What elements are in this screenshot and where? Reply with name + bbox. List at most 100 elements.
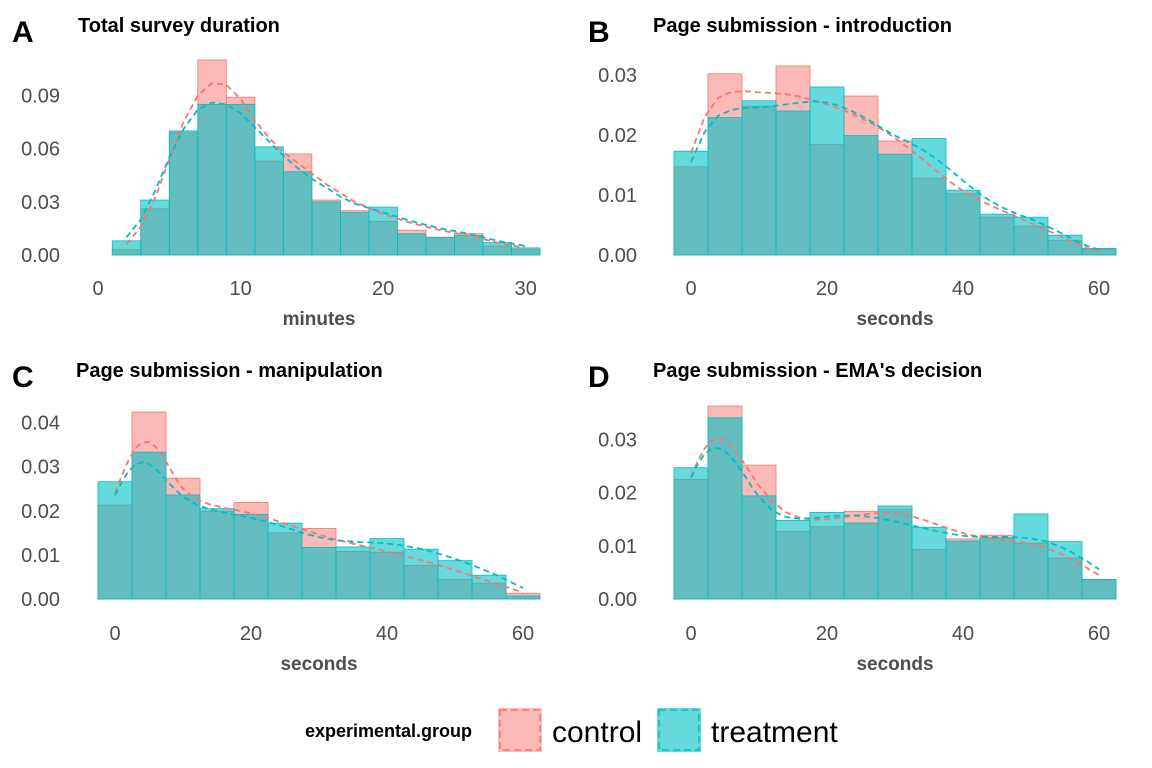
bars-treatment bbox=[673, 86, 1117, 256]
y-tick-label: 0.03 bbox=[598, 430, 637, 452]
density-line-treatment bbox=[114, 461, 524, 589]
x-axis-title: seconds bbox=[856, 309, 933, 330]
legend-key-control-outline bbox=[499, 709, 541, 751]
bar-treatment bbox=[911, 526, 947, 600]
bar-treatment bbox=[707, 417, 743, 600]
bar-treatment bbox=[911, 138, 947, 256]
bar-treatment bbox=[877, 505, 913, 600]
legend-title: experimental.group bbox=[305, 721, 472, 741]
bar-treatment bbox=[1081, 578, 1117, 600]
legend-item-treatment: treatment bbox=[657, 708, 838, 752]
x-tick-label: 40 bbox=[952, 278, 974, 300]
bar-treatment bbox=[225, 103, 256, 256]
y-tick-label: 0.00 bbox=[598, 589, 637, 611]
bar-treatment bbox=[741, 100, 777, 256]
bar-treatment bbox=[471, 574, 507, 600]
y-tick-label: 0.02 bbox=[598, 483, 637, 505]
y-tick-label: 0.00 bbox=[21, 245, 60, 267]
bar-treatment bbox=[809, 86, 845, 256]
bar-treatment bbox=[311, 201, 341, 256]
panel-letter: D bbox=[588, 361, 610, 394]
bar-treatment bbox=[425, 236, 455, 256]
bar-treatment bbox=[1047, 234, 1083, 256]
x-tick-label: 0 bbox=[109, 623, 120, 645]
bar-treatment bbox=[165, 494, 201, 600]
x-tick-label: 0 bbox=[92, 278, 103, 300]
bar-treatment bbox=[511, 247, 541, 256]
y-tick-label: 0.02 bbox=[598, 125, 637, 147]
legend: experimental.group control treatment bbox=[305, 708, 838, 752]
bar-treatment bbox=[168, 130, 199, 256]
x-tick-label: 60 bbox=[1088, 278, 1110, 300]
bar-treatment bbox=[979, 213, 1015, 256]
bar-treatment bbox=[335, 546, 371, 600]
y-tick-label: 0.09 bbox=[21, 85, 60, 107]
bar-treatment bbox=[1013, 513, 1049, 600]
bar-treatment bbox=[843, 522, 879, 600]
bars-treatment bbox=[111, 103, 541, 256]
legend-key-control bbox=[498, 708, 542, 752]
panel-c: C Page submission - manipulation 0.00 0.01 0… bbox=[12, 360, 541, 675]
bar-treatment bbox=[877, 153, 913, 256]
y-tick-label: 0.02 bbox=[21, 501, 60, 523]
bar-treatment bbox=[339, 212, 370, 256]
y-tick-label: 0.04 bbox=[21, 413, 60, 435]
x-tick-label: 40 bbox=[952, 623, 974, 645]
bar-treatment bbox=[945, 189, 981, 256]
bar-treatment bbox=[843, 135, 879, 256]
x-tick-label: 0 bbox=[685, 623, 696, 645]
x-tick-label: 0 bbox=[685, 278, 696, 300]
x-tick-label: 10 bbox=[229, 278, 251, 300]
panels: A Total survey duration 0.00 0.03 0.06 0.09 0 1… bbox=[12, 15, 1117, 675]
y-tick-label: 0.00 bbox=[21, 589, 60, 611]
bar-treatment bbox=[254, 146, 284, 256]
panel-title: Page submission - manipulation bbox=[76, 360, 383, 382]
bar-treatment bbox=[1081, 247, 1117, 256]
y-tick-label: 0.06 bbox=[21, 139, 60, 161]
panel-letter: B bbox=[588, 16, 610, 49]
panel-b: B Page submission - introduction 0.00 0.01 0… bbox=[588, 15, 1117, 330]
density-line-treatment bbox=[690, 100, 1100, 251]
y-tick-label: 0.00 bbox=[598, 245, 637, 267]
x-tick-label: 30 bbox=[515, 278, 537, 300]
bar-treatment bbox=[131, 451, 167, 600]
panel-title: Page submission - introduction bbox=[653, 15, 952, 37]
bar-treatment bbox=[233, 513, 269, 600]
legend-label-treatment: treatment bbox=[711, 716, 838, 749]
x-tick-label: 60 bbox=[1088, 623, 1110, 645]
x-tick-label: 60 bbox=[512, 623, 534, 645]
bar-treatment bbox=[673, 150, 709, 256]
density-line-control bbox=[114, 441, 524, 594]
legend-item-control: control bbox=[498, 708, 642, 752]
y-tick-label: 0.01 bbox=[598, 536, 637, 558]
legend-label-control: control bbox=[552, 716, 642, 749]
panel-title: Page submission - EMA's decision bbox=[653, 360, 982, 382]
panel-title: Total survey duration bbox=[78, 15, 280, 37]
y-tick-label: 0.03 bbox=[21, 192, 60, 214]
bar-treatment bbox=[282, 171, 313, 256]
bar-treatment bbox=[97, 481, 133, 600]
panel-letter: A bbox=[12, 16, 34, 49]
bar-treatment bbox=[505, 595, 541, 600]
density-line-control bbox=[690, 90, 1100, 253]
density-line-control bbox=[125, 82, 526, 249]
legend-key-treatment-outline bbox=[658, 709, 700, 751]
x-tick-label: 20 bbox=[372, 278, 394, 300]
density-line-control bbox=[690, 437, 1100, 576]
bar-treatment bbox=[197, 103, 227, 256]
y-tick-label: 0.01 bbox=[598, 185, 637, 207]
bar-treatment bbox=[301, 547, 337, 600]
bar-treatment bbox=[369, 538, 405, 600]
bar-treatment bbox=[979, 537, 1015, 600]
legend-key-treatment bbox=[657, 708, 701, 752]
bar-treatment bbox=[673, 467, 709, 600]
bar-treatment bbox=[437, 560, 473, 600]
y-tick-label: 0.03 bbox=[21, 457, 60, 479]
panel-a: A Total survey duration 0.00 0.03 0.06 0.09 0 1… bbox=[12, 15, 541, 330]
density-line-treatment bbox=[125, 101, 526, 247]
bar-treatment bbox=[775, 110, 811, 256]
bar-treatment bbox=[368, 206, 398, 256]
bar-treatment bbox=[267, 522, 303, 600]
y-tick-label: 0.03 bbox=[598, 65, 637, 87]
bar-treatment bbox=[945, 540, 981, 600]
